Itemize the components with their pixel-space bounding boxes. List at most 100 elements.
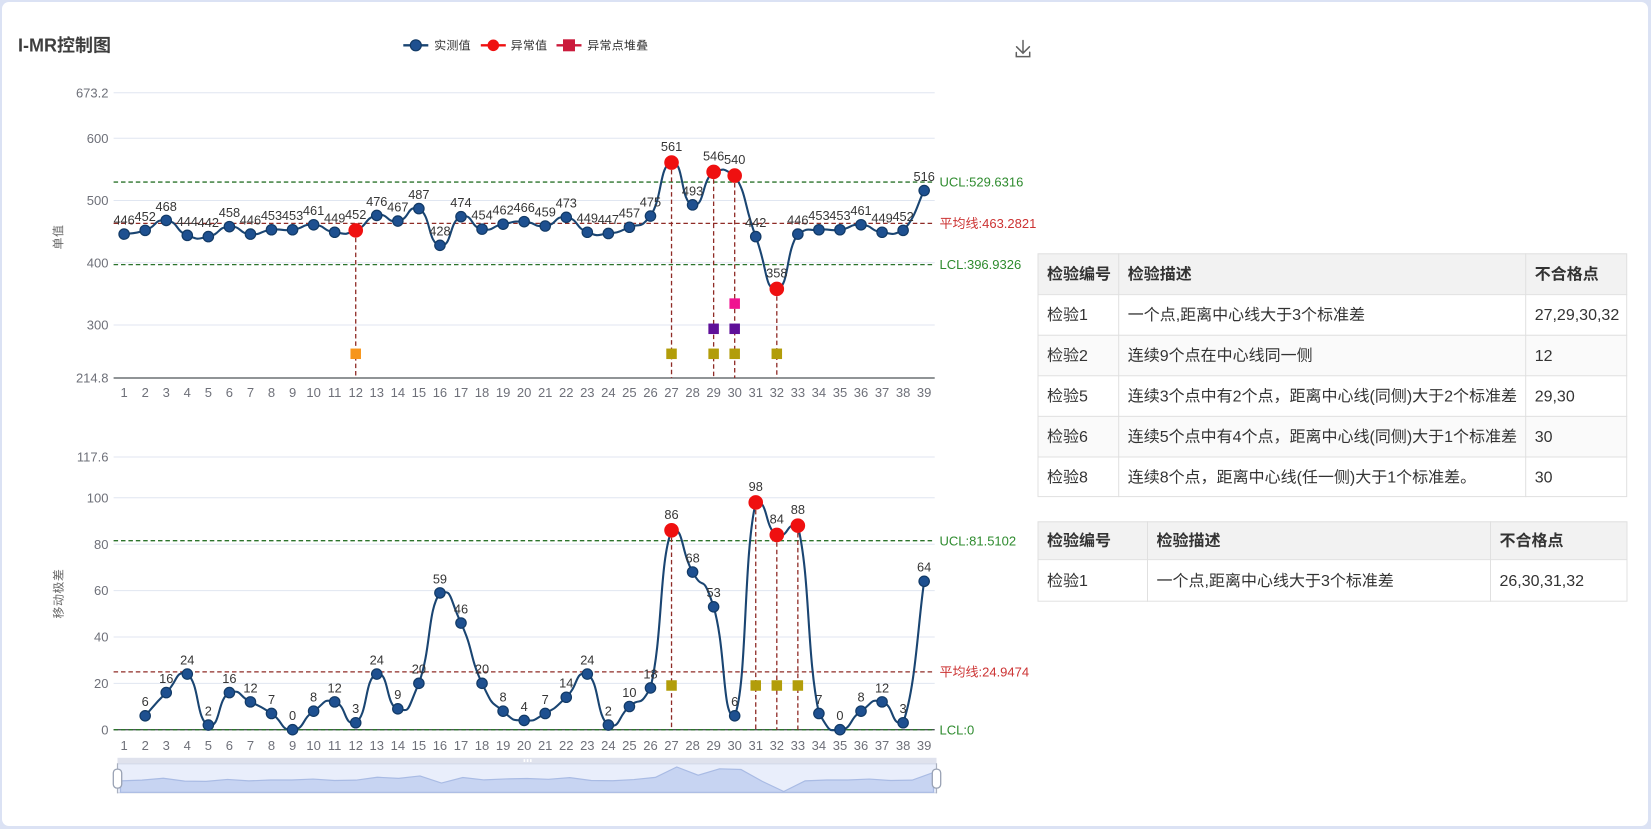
svg-text:46: 46 — [454, 601, 468, 616]
svg-text:1: 1 — [121, 738, 128, 753]
svg-text:38: 38 — [896, 738, 910, 753]
svg-text:444: 444 — [177, 214, 198, 229]
svg-text:9: 9 — [394, 687, 401, 702]
svg-text:33: 33 — [791, 385, 805, 400]
svg-text:500: 500 — [87, 193, 109, 208]
svg-text:453: 453 — [808, 208, 829, 223]
svg-text:,: , — [1205, 573, 1209, 590]
svg-text:24: 24 — [580, 652, 594, 667]
svg-text:3: 3 — [163, 385, 170, 400]
svg-text:453: 453 — [261, 208, 282, 223]
svg-text:7: 7 — [268, 692, 275, 707]
svg-text:468: 468 — [156, 199, 177, 214]
svg-text:59: 59 — [433, 571, 447, 586]
svg-text:12: 12 — [348, 385, 362, 400]
svg-text:8: 8 — [310, 690, 317, 705]
svg-text:5: 5 — [1079, 388, 1088, 405]
svg-text:476: 476 — [366, 194, 387, 209]
svg-text:6: 6 — [142, 694, 149, 709]
svg-text:100: 100 — [87, 490, 109, 505]
svg-text:5: 5 — [205, 385, 212, 400]
svg-text:546: 546 — [703, 148, 724, 163]
svg-text:0: 0 — [289, 708, 296, 723]
svg-text:1: 1 — [121, 385, 128, 400]
svg-text:37: 37 — [875, 385, 889, 400]
svg-text:446: 446 — [240, 213, 261, 228]
svg-text:29: 29 — [706, 385, 720, 400]
svg-text:516: 516 — [913, 169, 934, 184]
svg-text:117.6: 117.6 — [77, 450, 109, 465]
svg-text:0: 0 — [836, 708, 843, 723]
svg-text:442: 442 — [745, 215, 766, 230]
svg-text:23: 23 — [580, 385, 594, 400]
svg-text:84: 84 — [770, 512, 784, 527]
svg-text:38: 38 — [896, 385, 910, 400]
svg-text:9: 9 — [289, 738, 296, 753]
svg-text:9: 9 — [289, 385, 296, 400]
svg-text:9: 9 — [1160, 348, 1169, 365]
svg-text:4: 4 — [1233, 429, 1242, 446]
svg-text:673.2: 673.2 — [76, 85, 109, 100]
svg-text:33: 33 — [791, 738, 805, 753]
svg-text:458: 458 — [219, 205, 240, 220]
svg-text:21: 21 — [538, 385, 552, 400]
svg-text:23: 23 — [580, 738, 594, 753]
svg-text:11: 11 — [328, 385, 342, 400]
svg-text:442: 442 — [198, 215, 219, 230]
svg-text:30: 30 — [727, 738, 741, 753]
svg-text:86: 86 — [664, 507, 678, 522]
svg-text:16: 16 — [433, 738, 447, 753]
svg-text:2: 2 — [142, 385, 149, 400]
svg-text:475: 475 — [640, 194, 661, 209]
svg-text:30: 30 — [1535, 429, 1553, 446]
svg-text:22: 22 — [559, 738, 573, 753]
svg-text:20: 20 — [517, 738, 531, 753]
svg-text:446: 446 — [787, 213, 808, 228]
svg-text:34: 34 — [812, 738, 826, 753]
svg-text:28: 28 — [685, 738, 699, 753]
svg-text:21: 21 — [538, 738, 552, 753]
svg-text:I-MR: I-MR — [18, 36, 57, 56]
svg-text:34: 34 — [812, 385, 826, 400]
svg-text:): ) — [1407, 429, 1412, 446]
svg-text:(: ( — [1370, 429, 1376, 446]
svg-text:27,29,30,32: 27,29,30,32 — [1535, 307, 1620, 324]
svg-text:LCL:396.9326: LCL:396.9326 — [940, 257, 1022, 272]
svg-text:400: 400 — [87, 255, 109, 270]
svg-text:12: 12 — [328, 680, 342, 695]
svg-text:12: 12 — [243, 680, 257, 695]
svg-text:474: 474 — [450, 195, 471, 210]
svg-text:561: 561 — [661, 139, 682, 154]
svg-text:3: 3 — [1292, 307, 1301, 324]
svg-text:12: 12 — [875, 680, 889, 695]
svg-text:466: 466 — [513, 200, 534, 215]
svg-text:452: 452 — [345, 207, 366, 222]
svg-text:88: 88 — [791, 502, 805, 517]
svg-text:(: ( — [1297, 470, 1303, 487]
svg-text:32: 32 — [770, 385, 784, 400]
svg-text:5: 5 — [205, 738, 212, 753]
svg-text:428: 428 — [429, 224, 450, 239]
svg-text:14: 14 — [391, 385, 405, 400]
svg-text:12: 12 — [348, 738, 362, 753]
svg-text:452: 452 — [892, 209, 913, 224]
svg-text:20: 20 — [94, 676, 108, 691]
svg-text:457: 457 — [619, 206, 640, 221]
svg-text:3: 3 — [1160, 388, 1169, 405]
svg-text:7: 7 — [247, 385, 254, 400]
svg-text:461: 461 — [303, 203, 324, 218]
svg-text:5: 5 — [1160, 429, 1169, 446]
svg-text:29,30: 29,30 — [1535, 388, 1575, 405]
svg-text:447: 447 — [598, 212, 619, 227]
svg-text:454: 454 — [471, 208, 492, 223]
svg-text:8: 8 — [500, 690, 507, 705]
svg-text:461: 461 — [850, 203, 871, 218]
svg-text:8: 8 — [1160, 470, 1169, 487]
svg-text:30: 30 — [727, 385, 741, 400]
svg-text:10: 10 — [306, 385, 320, 400]
svg-text:60: 60 — [94, 583, 108, 598]
svg-text:1: 1 — [1079, 573, 1088, 590]
svg-text:7: 7 — [247, 738, 254, 753]
svg-text:30: 30 — [1535, 470, 1553, 487]
svg-text:28: 28 — [685, 385, 699, 400]
